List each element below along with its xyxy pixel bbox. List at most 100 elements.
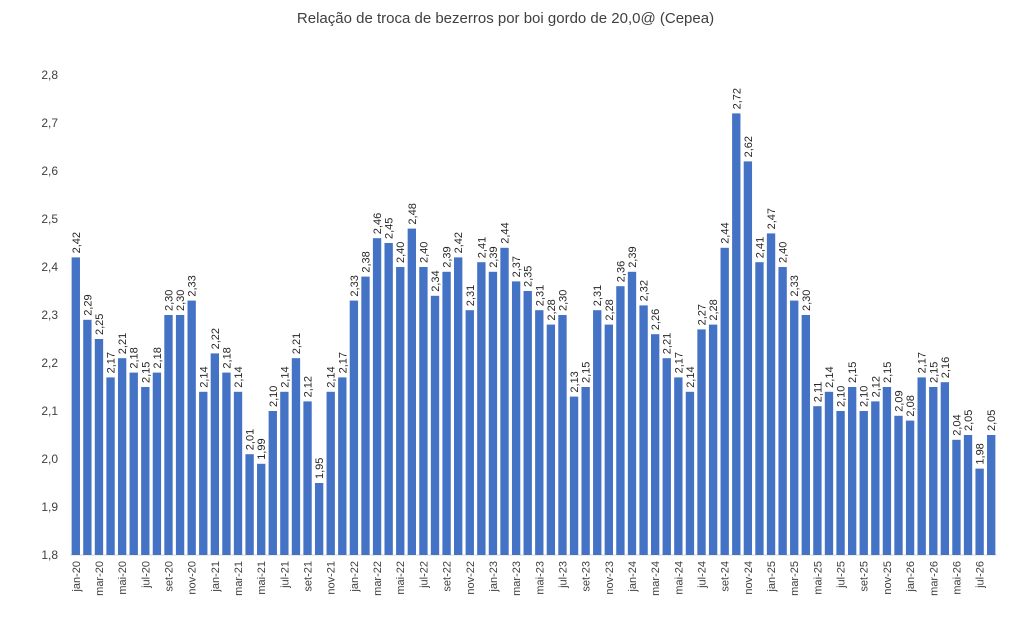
y-tick-label: 2,0 (41, 452, 58, 466)
data-label: 2,31 (534, 285, 546, 306)
data-label: 2,47 (766, 208, 778, 229)
x-tick-label: jul-26 (975, 561, 987, 589)
bar (511, 281, 521, 555)
data-label: 2,40 (395, 242, 407, 263)
data-label: 2,72 (731, 88, 743, 109)
bar (535, 310, 544, 555)
data-label: 2,15 (140, 362, 152, 383)
y-tick-label: 2,4 (41, 260, 58, 274)
x-tick-label: set-21 (303, 561, 315, 592)
bar (813, 406, 822, 555)
bar (824, 391, 834, 555)
bar (639, 305, 648, 555)
bar (291, 358, 301, 555)
bar (616, 286, 625, 555)
bar (222, 372, 231, 555)
x-tick-label: jan-22 (349, 561, 361, 593)
bar (141, 387, 150, 555)
data-label: 2,18 (152, 347, 164, 368)
data-label: 2,11 (812, 382, 824, 403)
x-tick-label: jul-23 (557, 561, 569, 589)
x-tick-label: mai-20 (117, 561, 129, 595)
data-label: 2,40 (418, 242, 430, 263)
data-label: 2,14 (233, 366, 245, 387)
data-label: 2,21 (662, 333, 674, 354)
data-label: 2,17 (673, 352, 685, 373)
data-label: 2,28 (708, 299, 720, 320)
y-tick-label: 2,7 (41, 116, 58, 130)
y-tick-label: 2,8 (41, 68, 58, 82)
data-label: 2,31 (465, 285, 477, 306)
data-label: 2,05 (963, 410, 975, 431)
bar (963, 435, 973, 555)
bar (627, 271, 637, 555)
bar (558, 315, 567, 555)
data-label: 2,30 (801, 290, 813, 311)
chart-title: Relação de troca de bezerros por boi gor… (296, 10, 715, 27)
bar (871, 401, 880, 555)
data-label: 2,46 (372, 213, 384, 234)
data-label: 2,30 (163, 290, 175, 311)
bar (372, 238, 382, 555)
bar (732, 113, 741, 556)
x-tick-label: jan-24 (627, 561, 639, 593)
data-label: 2,09 (894, 390, 906, 411)
x-tick-label: jan-23 (488, 561, 500, 593)
data-label: 2,18 (221, 347, 233, 368)
x-tick-label: set-22 (442, 561, 454, 592)
data-label: 2,25 (94, 314, 106, 335)
x-tick-label: jul-24 (697, 561, 709, 589)
data-label: 2,13 (569, 371, 581, 392)
x-tick-label: mar-20 (94, 561, 106, 596)
bar (801, 315, 810, 555)
data-label: 2,14 (685, 366, 697, 387)
y-tick-label: 2,5 (41, 212, 58, 226)
x-tick-label: jul-25 (836, 561, 848, 589)
bar (987, 435, 996, 555)
bar (581, 387, 590, 555)
data-label: 2,14 (824, 366, 836, 387)
bar (396, 267, 405, 555)
x-tick-label: nov-24 (743, 561, 755, 595)
data-label: 2,62 (743, 136, 755, 157)
x-tick-label: mai-26 (951, 561, 963, 595)
x-tick-label: jul-20 (140, 561, 152, 589)
data-label: 2,17 (106, 352, 118, 373)
bar (674, 377, 683, 555)
bar (210, 353, 220, 555)
bar (523, 291, 532, 555)
bar (929, 387, 938, 555)
bar (778, 267, 787, 555)
data-label: 2,01 (245, 429, 257, 450)
bar (430, 295, 440, 555)
bar (662, 358, 671, 555)
bar (245, 454, 254, 555)
bar (71, 257, 80, 555)
bar (280, 391, 289, 555)
x-tick-label: mar-25 (789, 561, 801, 596)
x-tick-label: mar-21 (233, 561, 245, 596)
x-tick-label: jul-22 (418, 561, 430, 589)
bar (199, 391, 208, 555)
data-label: 2,28 (546, 299, 558, 320)
data-label: 1,98 (975, 443, 987, 464)
data-label: 2,30 (557, 290, 569, 311)
y-tick-label: 2,3 (41, 308, 58, 322)
x-tick-label: nov-23 (604, 561, 616, 595)
bar (268, 411, 277, 555)
bar (905, 420, 915, 555)
bar (790, 300, 799, 555)
bar (917, 377, 926, 555)
bar (500, 247, 509, 556)
data-label: 2,39 (442, 246, 454, 267)
data-label: 2,05 (986, 410, 998, 431)
data-label: 2,48 (407, 203, 419, 224)
data-label: 2,31 (592, 285, 604, 306)
x-tick-label: nov-20 (187, 561, 199, 595)
x-tick-label: nov-25 (882, 561, 894, 595)
bar (604, 324, 613, 555)
data-label: 2,36 (615, 261, 627, 282)
y-tick-label: 1,8 (41, 548, 58, 562)
data-label: 2,10 (836, 386, 848, 407)
bar (697, 329, 706, 555)
